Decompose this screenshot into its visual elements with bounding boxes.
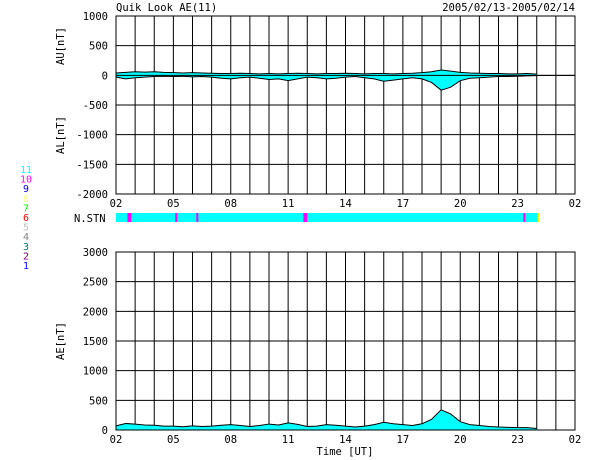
ae-series <box>115 409 537 430</box>
ae-grid <box>115 251 576 431</box>
nstn-bar <box>116 213 540 222</box>
nstn-drop-marker <box>175 213 178 222</box>
nstn-legend-number: 10 <box>20 175 32 186</box>
au-al-xtick-label: 11 <box>282 198 295 210</box>
au-al-frame <box>115 15 576 195</box>
au-ylabel: AU[nT] <box>55 27 67 65</box>
nstn-legend-number: 1 <box>23 261 29 272</box>
nstn-legend-number: 2 <box>23 251 29 262</box>
au-al-xtick-label: 05 <box>167 198 180 210</box>
au-line <box>115 69 537 75</box>
ae-xtick-label: 23 <box>511 434 524 446</box>
au-al-ytick-label: -1500 <box>76 159 108 171</box>
al-area <box>116 75 537 91</box>
nstn-legend-number: 5 <box>23 223 29 234</box>
ae-xtick-label: 17 <box>397 434 410 446</box>
nstn-bar-fill <box>116 213 539 222</box>
ae-ylabel: AE[nT] <box>55 322 67 360</box>
ae-xtick-label: 05 <box>167 434 180 446</box>
ae-ytick-label: 0 <box>102 425 108 437</box>
x-axis-label: Time [UT] <box>317 446 374 458</box>
au-al-xtick-label: 02 <box>110 198 123 210</box>
ae-xtick-label: 02 <box>569 434 582 446</box>
au-al-grid <box>115 15 576 195</box>
nstn-drop-marker <box>523 213 526 222</box>
al-ylabel: AL[nT] <box>55 116 67 154</box>
ae-ytick-label: 2500 <box>83 277 108 289</box>
ae-ytick-label: 500 <box>89 395 108 407</box>
ae-xtick-label: 11 <box>282 434 295 446</box>
au-al-ytick-label: -500 <box>83 100 108 112</box>
nstn-legend-number: 3 <box>23 242 29 253</box>
al-line <box>115 75 537 91</box>
au-al-xtick-label: 14 <box>339 198 352 210</box>
au-al-xtick-label: 23 <box>511 198 524 210</box>
ae-ytick-label: 3000 <box>83 247 108 259</box>
nstn-drop-marker <box>196 213 199 222</box>
au-al-xtick-label: 17 <box>397 198 410 210</box>
nstn-drop-marker <box>303 213 306 222</box>
au-al-ytick-label: 500 <box>89 41 108 53</box>
ae-ytick-label: 2000 <box>83 306 108 318</box>
au-al-xtick-label: 20 <box>454 198 467 210</box>
nstn-legend-number: 6 <box>23 213 29 224</box>
nstn-legend-number: 8 <box>23 194 29 205</box>
ae-ytick-label: 1500 <box>83 336 108 348</box>
au-al-series <box>115 69 575 91</box>
nstn-legend-number: 4 <box>23 232 29 243</box>
ae-xtick-label: 02 <box>110 434 123 446</box>
nstn-label: N.STN <box>74 213 106 225</box>
ae-xtick-label: 14 <box>339 434 352 446</box>
nstn-legend-number: 7 <box>23 203 29 214</box>
nstn-legend-number: 9 <box>23 184 29 195</box>
ae-xtick-label: 08 <box>224 434 237 446</box>
nstn-drop-marker <box>305 213 308 222</box>
ae-xtick-label: 20 <box>454 434 467 446</box>
nstn-drop-marker <box>129 213 132 222</box>
ae-frame <box>115 251 576 431</box>
ae-line <box>115 409 537 430</box>
au-al-ytick-label: -2000 <box>76 189 108 201</box>
au-al-xtick-label: 02 <box>569 198 582 210</box>
nstn-legend-number: 11 <box>20 165 32 176</box>
au-al-xtick-label: 08 <box>224 198 237 210</box>
au-al-ytick-label: -1000 <box>76 130 108 142</box>
ae-ytick-label: 1000 <box>83 366 108 378</box>
ae-area <box>116 409 537 430</box>
nstn-end-marker <box>537 213 540 222</box>
chart-title: Quik Look AE(11) <box>116 2 217 14</box>
au-al-ytick-label: 0 <box>102 70 108 82</box>
au-al-ytick-label: 1000 <box>83 11 108 23</box>
nstn-drop-marker <box>127 213 130 222</box>
date-range: 2005/02/13-2005/02/14 <box>442 2 575 14</box>
